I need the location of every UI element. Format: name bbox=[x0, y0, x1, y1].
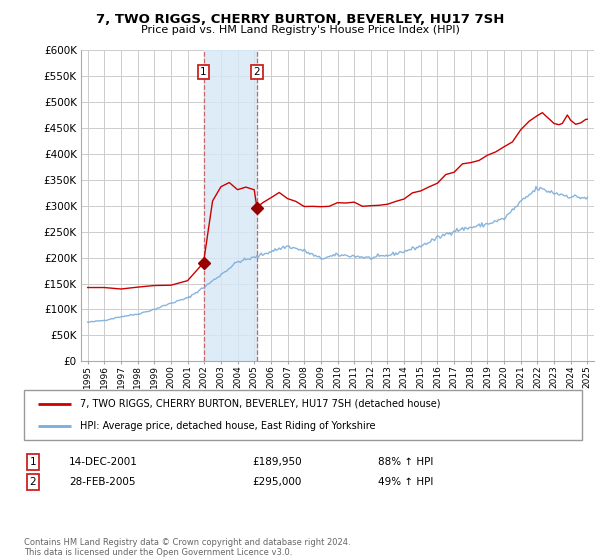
Text: Contains HM Land Registry data © Crown copyright and database right 2024.
This d: Contains HM Land Registry data © Crown c… bbox=[24, 538, 350, 557]
Text: Price paid vs. HM Land Registry's House Price Index (HPI): Price paid vs. HM Land Registry's House … bbox=[140, 25, 460, 35]
Text: 14-DEC-2001: 14-DEC-2001 bbox=[69, 457, 138, 467]
Text: 88% ↑ HPI: 88% ↑ HPI bbox=[378, 457, 433, 467]
Text: 28-FEB-2005: 28-FEB-2005 bbox=[69, 477, 136, 487]
Text: 1: 1 bbox=[200, 67, 207, 77]
Text: £295,000: £295,000 bbox=[252, 477, 301, 487]
Text: 1: 1 bbox=[29, 457, 37, 467]
Text: 2: 2 bbox=[29, 477, 37, 487]
Text: 7, TWO RIGGS, CHERRY BURTON, BEVERLEY, HU17 7SH: 7, TWO RIGGS, CHERRY BURTON, BEVERLEY, H… bbox=[96, 13, 504, 26]
Text: 2: 2 bbox=[254, 67, 260, 77]
Bar bbox=[203, 50, 257, 361]
Text: 49% ↑ HPI: 49% ↑ HPI bbox=[378, 477, 433, 487]
Text: £189,950: £189,950 bbox=[252, 457, 302, 467]
Text: 7, TWO RIGGS, CHERRY BURTON, BEVERLEY, HU17 7SH (detached house): 7, TWO RIGGS, CHERRY BURTON, BEVERLEY, H… bbox=[80, 399, 440, 409]
Text: HPI: Average price, detached house, East Riding of Yorkshire: HPI: Average price, detached house, East… bbox=[80, 421, 376, 431]
